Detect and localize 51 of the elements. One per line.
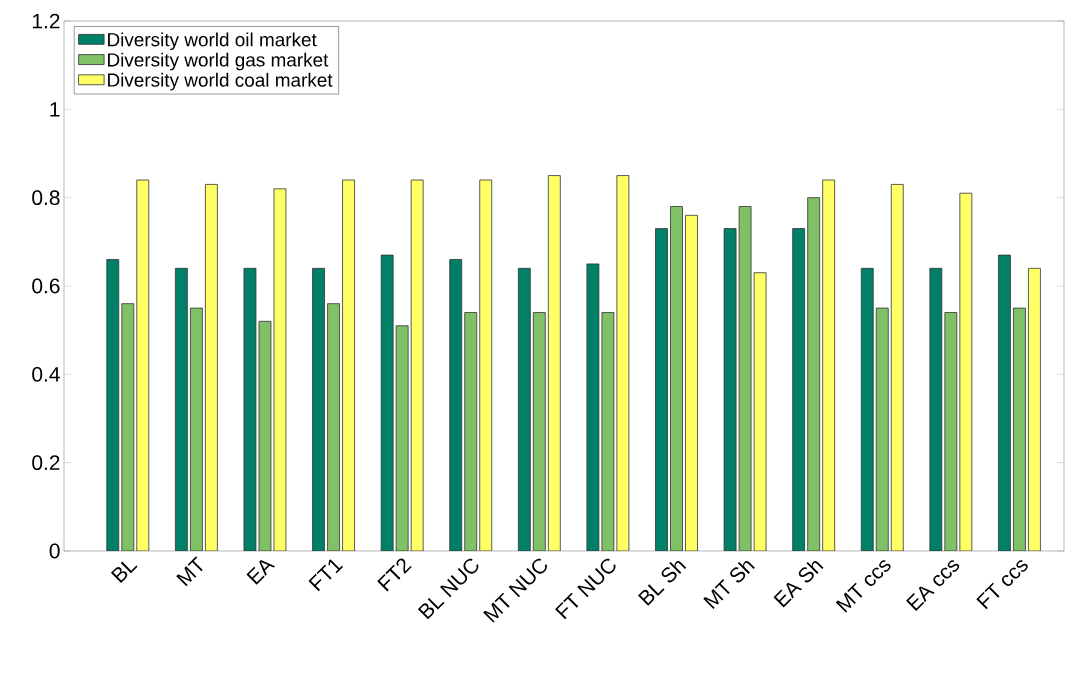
x-tick-label: FT ccs [976, 560, 1028, 610]
bar [998, 254, 1011, 551]
bar [822, 179, 836, 551]
x-tick-label: BL Sh [637, 560, 687, 606]
y-tick-label: 0.2 [32, 455, 60, 471]
bar [464, 312, 478, 551]
bar [121, 303, 135, 551]
bar [1028, 267, 1041, 551]
bar [174, 267, 188, 551]
x-tick-label: MT [176, 556, 203, 587]
bar [547, 175, 561, 551]
x-tick-label: BL [110, 561, 138, 584]
y-tick-label: 0.6 [32, 278, 60, 294]
x-tick-label: MT Sh [703, 560, 755, 610]
legend-label: Diversity world gas market [108, 52, 329, 71]
x-tick-label: FT1 [308, 559, 343, 592]
y-tick-label: 0 [49, 543, 60, 559]
legend-label: Diversity world coal market [108, 72, 333, 91]
y-tick-label: 0.8 [32, 190, 60, 206]
y-tick-label: 1 [50, 102, 60, 117]
bar [670, 206, 683, 551]
bar [449, 259, 463, 551]
bar [959, 192, 973, 551]
bar [204, 184, 218, 551]
x-tick-label: EA [246, 560, 276, 585]
bar [807, 197, 821, 551]
bar [136, 179, 150, 551]
bar [929, 267, 943, 551]
bar [189, 307, 203, 551]
bar [532, 312, 546, 551]
bar [685, 214, 698, 551]
bar [860, 267, 874, 551]
x-tick-label: FT2 [377, 558, 412, 592]
bar [312, 267, 325, 551]
bar [327, 303, 340, 551]
bar [1013, 307, 1026, 551]
x-tick-label: EA ccs [906, 560, 960, 611]
bar [890, 184, 904, 551]
y-tick-label: 0.4 [32, 366, 60, 382]
bar [342, 179, 355, 551]
legend-label: Diversity world oil market [108, 32, 317, 51]
bar [479, 179, 493, 551]
bar [106, 259, 120, 551]
x-tick-label: EA Sh [773, 560, 824, 608]
bar [655, 228, 668, 551]
bar [875, 307, 889, 551]
bar [944, 312, 958, 551]
y-tick-label: 1.2 [32, 13, 60, 29]
x-tick-label: MT ccs [835, 560, 891, 613]
bar [792, 228, 806, 551]
bar [517, 267, 531, 551]
